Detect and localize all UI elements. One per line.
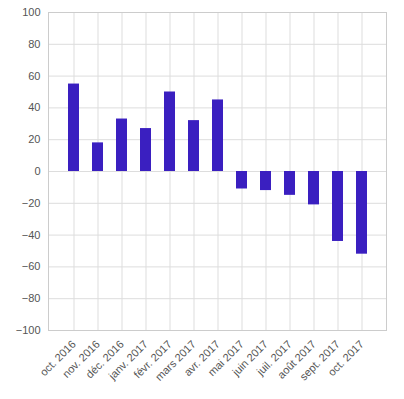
svg-text:40: 40 xyxy=(28,101,40,113)
svg-text:sept. 2017: sept. 2017 xyxy=(297,337,342,383)
svg-text:oct. 2016: oct. 2016 xyxy=(37,337,78,379)
svg-text:mai 2017: mai 2017 xyxy=(205,337,246,379)
svg-text:−100: −100 xyxy=(16,324,41,336)
svg-text:−80: −80 xyxy=(22,292,41,304)
svg-text:janv. 2017: janv. 2017 xyxy=(106,337,150,382)
svg-text:−40: −40 xyxy=(22,229,41,241)
svg-text:mars 2017: mars 2017 xyxy=(152,337,198,383)
svg-text:80: 80 xyxy=(28,38,40,50)
svg-text:déc. 2016: déc. 2016 xyxy=(83,337,126,381)
svg-text:−20: −20 xyxy=(22,197,41,209)
svg-text:oct. 2017: oct. 2017 xyxy=(325,338,365,378)
svg-text:juin 2017: juin 2017 xyxy=(229,337,270,378)
svg-text:févr. 2017: févr. 2017 xyxy=(131,337,174,381)
svg-text:août 2017: août 2017 xyxy=(274,337,318,381)
svg-text:20: 20 xyxy=(28,133,40,145)
svg-text:avr. 2017: avr. 2017 xyxy=(181,337,222,379)
svg-text:−60: −60 xyxy=(22,260,41,272)
svg-text:nov. 2016: nov. 2016 xyxy=(59,337,102,380)
svg-text:100: 100 xyxy=(22,6,40,18)
svg-text:60: 60 xyxy=(28,70,40,82)
svg-text:juil. 2017: juil. 2017 xyxy=(254,337,294,378)
svg-text:0: 0 xyxy=(34,165,40,177)
